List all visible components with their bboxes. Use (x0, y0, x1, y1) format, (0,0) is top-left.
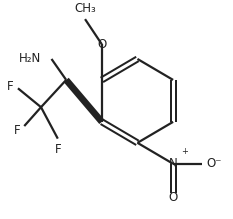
Text: F: F (7, 80, 14, 93)
Text: H₂N: H₂N (19, 53, 41, 65)
Text: O: O (168, 191, 178, 204)
Text: F: F (14, 124, 20, 137)
Text: CH₃: CH₃ (74, 2, 96, 15)
Text: O⁻: O⁻ (207, 157, 222, 170)
Text: N: N (169, 157, 178, 170)
Text: F: F (55, 143, 61, 156)
Text: O: O (97, 38, 106, 51)
Text: +: + (182, 147, 188, 156)
